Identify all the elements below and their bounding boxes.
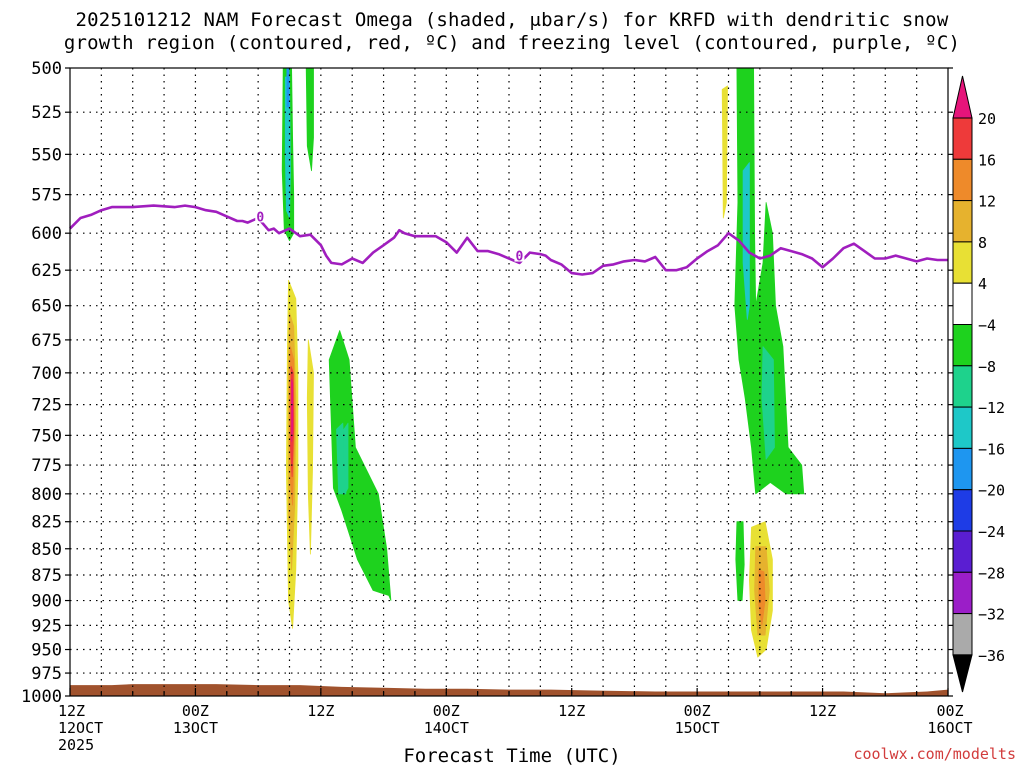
x-tick-label: 13OCT: [173, 719, 218, 737]
omega-region: [734, 67, 805, 495]
freezing-level-label: 0: [516, 250, 524, 265]
x-tick-label: 00Z: [433, 702, 460, 720]
colorbar-label: −28: [978, 564, 1005, 582]
omega-region: [761, 346, 775, 460]
freezing-level-label: 0: [256, 210, 264, 225]
y-tick-label: 650: [31, 297, 62, 317]
omega-region: [742, 162, 750, 320]
y-tick-label: 725: [31, 396, 62, 416]
y-tick-label: 575: [31, 186, 62, 206]
colorbar-label: −20: [978, 482, 1005, 500]
colorbar-band: [952, 447, 973, 491]
colorbar-band: [952, 613, 973, 656]
y-tick-label: 875: [31, 566, 62, 586]
colorbar-label: −8: [978, 358, 996, 376]
colorbar-band: [952, 489, 973, 532]
y-tick-label: 825: [31, 513, 62, 533]
colorbar-band: [952, 282, 973, 326]
colorbar-top-arrow: [952, 75, 973, 119]
omega-region: [758, 569, 766, 626]
colorbar-label: −16: [978, 440, 1005, 458]
colorbar-label: 4: [978, 275, 987, 293]
colorbar-label: −32: [978, 606, 1005, 624]
contour-label-bg: [255, 209, 266, 223]
colorbar-label: −36: [978, 647, 1005, 665]
y-tick-label: 525: [31, 103, 62, 123]
y-tick-label: 625: [31, 261, 62, 281]
x-tick-label: 00Z: [936, 702, 963, 720]
y-tick-label: 925: [31, 616, 62, 636]
y-tick-label: 975: [31, 664, 62, 684]
y-tick-label: 600: [31, 224, 62, 244]
freezing-level-contour: 00: [69, 204, 948, 276]
colorbar-band: [952, 406, 973, 449]
x-tick-label: 00Z: [684, 702, 711, 720]
y-tick-label: 800: [31, 485, 62, 505]
chart-title-line-1: 2025101212 NAM Forecast Omega (shaded, μ…: [75, 9, 949, 31]
y-tick-label: 1000: [21, 687, 62, 707]
y-tick-label: 775: [31, 456, 62, 476]
y-tick-label: 950: [31, 641, 62, 661]
colorbar-label: 8: [978, 234, 987, 252]
colorbar-band: [952, 158, 973, 202]
contour-label-bg: [514, 248, 525, 262]
y-tick-label: 700: [31, 364, 62, 384]
y-tick-label: 750: [31, 426, 62, 446]
colorbar-label: −12: [978, 399, 1005, 417]
y-tick-label: 550: [31, 145, 62, 165]
x-tick-label: 00Z: [182, 702, 209, 720]
omega-region: [735, 521, 745, 601]
x-tick-label: 15OCT: [675, 719, 720, 737]
chart-title-line-2: growth region (contoured, red, ºC) and f…: [63, 32, 961, 54]
freezing-level-line: [69, 204, 948, 276]
colorbar-label: 16: [978, 151, 996, 169]
y-tick-label: 500: [31, 59, 62, 79]
colorbar-label: 20: [978, 110, 996, 128]
grid-lines: [70, 68, 948, 696]
omega-region: [721, 85, 728, 219]
colorbar-band: [952, 365, 973, 408]
x-tick-label: 14OCT: [424, 719, 469, 737]
colorbar-band: [952, 571, 973, 615]
x-tick-label: 12Z: [558, 702, 585, 720]
x-tick-label: 12Z: [809, 702, 836, 720]
y-tick-label: 900: [31, 592, 62, 612]
omega-region: [336, 422, 347, 495]
omega-region: [343, 422, 349, 495]
colorbar-band: [952, 117, 973, 160]
colorbar-label: 12: [978, 193, 996, 211]
colorbar-band: [952, 324, 973, 367]
x-tick-label: 2025: [58, 736, 94, 754]
omega-shaded-regions: [281, 67, 805, 658]
y-tick-label: 850: [31, 540, 62, 560]
colorbar-label: −24: [978, 523, 1005, 541]
x-axis-title: Forecast Time (UTC): [403, 745, 621, 767]
omega-region: [286, 67, 290, 108]
colorbar-label: −4: [978, 317, 996, 335]
x-tick-label: 12Z: [307, 702, 334, 720]
omega-region: [328, 330, 392, 601]
omega-region: [306, 339, 314, 555]
x-tick-label: 16OCT: [927, 719, 972, 737]
x-tick-label: 12OCT: [58, 719, 103, 737]
x-tick-label: 12Z: [58, 702, 85, 720]
colorbar-band: [952, 241, 973, 284]
colorbar-bottom-arrow: [952, 654, 973, 693]
colorbar-band: [952, 200, 973, 243]
omega-region: [305, 67, 314, 172]
colorbar-band: [952, 530, 973, 573]
y-tick-label: 675: [31, 331, 62, 351]
omega-region: [291, 378, 294, 442]
source-credit: coolwx.com/modelts: [853, 745, 1016, 763]
y-axis: 500 525 550 575 600 625 650 675 700 725 750 775 800 8…: [21, 59, 953, 707]
colorbar: 20 16 12 8 4 −4 −8 −12 −16 −20 −24 −28 −32 −36: [952, 75, 1005, 693]
